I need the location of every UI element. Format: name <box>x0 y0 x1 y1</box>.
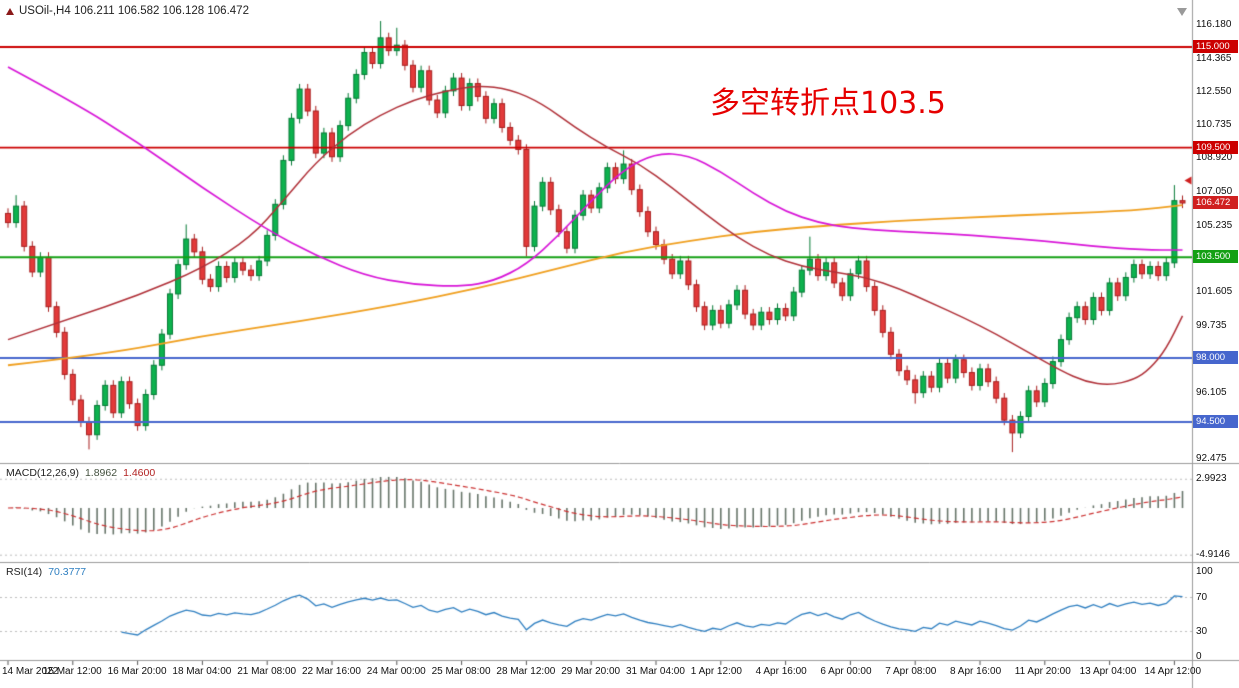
hline-price-badge: 109.500 <box>1193 140 1238 154</box>
price-tick-label: 116.180 <box>1196 19 1232 31</box>
price-tick-label: 114.365 <box>1196 52 1232 64</box>
symbol-ohlc-label: USOil-,H4 106.211 106.582 106.128 106.47… <box>6 5 249 17</box>
rsi-axis-label: 0 <box>1196 651 1202 662</box>
price-axis[interactable]: 116.180 114.365 112.550 110.735 108.920 107.0… <box>1192 0 1239 688</box>
price-tick-label: 99.735 <box>1196 320 1227 332</box>
macd-indicator-label: MACD(12,26,9) 1.8962 1.4600 <box>6 467 155 479</box>
price-tick-label: 105.235 <box>1196 219 1233 231</box>
time-label: 1 Apr 12:00 <box>690 666 742 677</box>
rsi-axis-label: 30 <box>1196 625 1208 637</box>
time-label: 11 Apr 20:00 <box>1014 666 1071 677</box>
macd-axis-min-label: -4.9146 <box>1196 549 1230 561</box>
current-price-badge: 106.472 <box>1193 195 1238 209</box>
price-tick-label: 92.475 <box>1196 452 1227 464</box>
time-axis[interactable]: 14 Mar 2022 15 Mar 12:00 16 Mar 20:00 18 Ma… <box>0 661 1201 688</box>
time-label: 14 Apr 12:00 <box>1144 666 1202 677</box>
hline-price-badge: 103.500 <box>1193 250 1238 264</box>
macd-value-signal: 1.4600 <box>123 467 156 479</box>
time-label: 15 Mar 12:00 <box>42 666 102 677</box>
time-label: 24 Mar 00:00 <box>366 666 426 677</box>
price-tick-label: 110.735 <box>1196 119 1232 130</box>
macd-value-main: 1.8962 <box>84 467 118 479</box>
time-label: 28 Mar 12:00 <box>496 666 556 677</box>
price-tick-label: 108.920 <box>1196 152 1233 164</box>
time-label: 7 Apr 08:00 <box>885 666 937 677</box>
symbol-marker-icon <box>6 7 14 15</box>
macd-name: MACD(12,26,9) <box>6 467 79 479</box>
time-label: 25 Mar 08:00 <box>431 666 491 677</box>
price-tick-label: 101.605 <box>1196 285 1233 297</box>
time-label: 13 Apr 04:00 <box>1079 666 1137 677</box>
time-label: 29 Mar 20:00 <box>561 666 621 677</box>
rsi-axis-label: 70 <box>1196 591 1208 603</box>
price-tick-label: 96.105 <box>1196 386 1227 398</box>
time-label: 31 Mar 04:00 <box>626 666 685 677</box>
macd-axis-max-label: 2.9923 <box>1196 473 1227 485</box>
chart-shift-marker-icon <box>1177 8 1187 16</box>
symbol-ohlc-text: USOil-,H4 106.211 106.582 106.128 106.47… <box>19 5 249 17</box>
rsi-indicator-label: RSI(14) 70.3777 <box>6 566 86 578</box>
rsi-value: 70.3777 <box>48 566 87 578</box>
hline-price-badge: 94.500 <box>1193 414 1238 428</box>
hline-price-badge: 98.000 <box>1193 350 1238 364</box>
time-label: 21 Mar 08:00 <box>237 666 297 677</box>
annotation-text[interactable]: 多空转折点103.5 <box>710 86 946 121</box>
time-label: 6 Apr 00:00 <box>820 666 872 677</box>
time-label: 22 Mar 16:00 <box>302 666 361 677</box>
price-tick-label: 112.550 <box>1196 85 1232 97</box>
rsi-axis-label: 100 <box>1196 566 1213 577</box>
time-label: 8 Apr 16:00 <box>950 666 1002 677</box>
time-label: 16 Mar 20:00 <box>107 666 167 677</box>
time-label: 4 Apr 16:00 <box>755 666 807 677</box>
price-tick-label: 107.050 <box>1196 186 1233 198</box>
hline-price-badge: 115.000 <box>1193 40 1238 53</box>
rsi-name: RSI(14) <box>6 566 43 578</box>
time-label: 14 Mar 2022 <box>2 666 59 677</box>
time-label: 18 Mar 04:00 <box>172 666 232 677</box>
